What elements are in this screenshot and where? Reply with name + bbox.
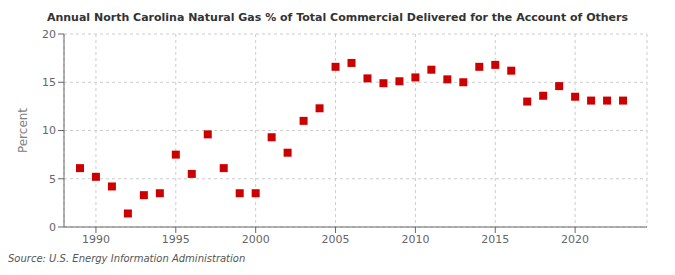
svg-text:2010: 2010 <box>401 233 429 246</box>
svg-text:15: 15 <box>42 76 56 89</box>
svg-text:1995: 1995 <box>162 233 190 246</box>
svg-text:1990: 1990 <box>82 233 110 246</box>
svg-text:5: 5 <box>49 173 56 186</box>
html-text:Annual North Carolina Natural: Annual North Carolina Natural Gas % of T… <box>46 11 629 24</box>
svg-text:2020: 2020 <box>561 233 589 246</box>
svg-text:0: 0 <box>49 221 56 234</box>
html-text:Source: U.S. Energy Informatio: Source: U.S. Energy Information Administ… <box>8 253 246 264</box>
svg-text:2005: 2005 <box>322 233 350 246</box>
svg-text:20: 20 <box>42 28 56 41</box>
svg-text:2015: 2015 <box>481 233 509 246</box>
svg-text:2000: 2000 <box>242 233 270 246</box>
svg-text:Percent: Percent <box>16 108 30 153</box>
svg-text:10: 10 <box>42 124 56 137</box>
